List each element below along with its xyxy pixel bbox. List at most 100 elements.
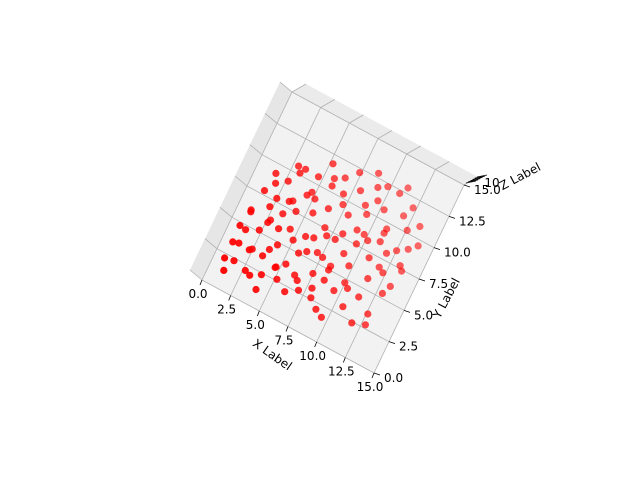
z-tick-mark — [470, 178, 481, 181]
gridline-wall-left — [264, 113, 278, 124]
scatter-point — [295, 249, 303, 257]
scatter-point — [409, 204, 417, 212]
x-tick-mark — [199, 279, 203, 286]
gridline-wall-right — [435, 161, 450, 170]
scatter-point — [396, 262, 404, 270]
scatter-point — [296, 169, 304, 177]
gridline-wall-right — [320, 99, 335, 108]
scatter-point — [382, 249, 391, 257]
gridline-wall-right — [377, 130, 393, 139]
scatter-point — [339, 230, 347, 238]
scatter-point — [272, 263, 280, 271]
z-tick-mark — [472, 177, 483, 180]
scatter-point — [396, 189, 404, 198]
scatter-point — [294, 286, 303, 294]
z-tick-mark — [474, 175, 485, 179]
scatter-point — [361, 201, 369, 209]
y-tick-label: 15.0 — [474, 183, 501, 197]
z-tick-label: 10 — [484, 176, 499, 190]
scatter-point — [361, 321, 369, 329]
scatter-point — [248, 245, 256, 253]
scatter-point — [379, 269, 387, 277]
scatter-point — [319, 253, 327, 261]
y-tick-mark — [463, 184, 471, 188]
scatter-point — [383, 225, 391, 233]
scatter-point — [282, 260, 290, 268]
scatter-point — [220, 266, 228, 274]
scatter-point — [376, 238, 384, 246]
scatter-point — [241, 266, 249, 275]
gridline-y — [276, 122, 450, 217]
scatter-point — [308, 284, 316, 292]
scatter-point — [235, 239, 243, 247]
x-tick-label: 12.5 — [328, 365, 355, 379]
scatter-point — [404, 245, 412, 253]
y-tick-mark — [418, 278, 426, 282]
x-tick-label: 10.0 — [299, 349, 326, 363]
scatter-point — [273, 194, 281, 202]
scatter-point — [257, 271, 265, 279]
scatter-point — [414, 242, 422, 250]
scatter-point — [324, 205, 332, 213]
scatter-point — [328, 182, 336, 190]
scatter-point — [378, 289, 386, 297]
scatter-point — [364, 275, 372, 283]
y-tick-mark — [388, 341, 396, 345]
scatter-point — [348, 319, 356, 327]
y-tick-label: 7.5 — [429, 277, 448, 291]
x-tick-mark — [285, 326, 289, 332]
scatter-point — [309, 209, 317, 217]
scatter-point — [302, 232, 310, 241]
scatter-point — [344, 211, 352, 219]
scatter-point — [375, 169, 383, 177]
scatter-point — [356, 169, 364, 177]
x-tick-label: 15.0 — [357, 380, 384, 394]
scatter-point — [343, 284, 352, 293]
x-tick-label: 5.0 — [246, 318, 265, 332]
scatter-point — [285, 197, 293, 205]
scatter-point — [330, 175, 338, 183]
y-tick-label: 10.0 — [444, 246, 471, 260]
scatter-point — [321, 224, 329, 232]
y-tick-mark — [448, 215, 456, 219]
scatter-point — [375, 263, 383, 271]
scatter-point — [221, 254, 229, 262]
scatter-point — [307, 294, 315, 302]
scatter-point — [400, 212, 408, 220]
scatter-point — [363, 210, 371, 218]
scatter-point — [275, 225, 283, 233]
scatter-point — [309, 269, 317, 278]
scatter-point — [339, 190, 348, 198]
x-tick-mark — [228, 295, 232, 301]
scatter-point — [329, 160, 337, 168]
gridline-wall-left — [249, 144, 263, 155]
y-tick-label: 12.5 — [459, 214, 486, 228]
scatter-point — [340, 250, 348, 258]
scatter-point — [374, 197, 382, 205]
gridline-wall-left — [219, 207, 233, 218]
scatter-point — [293, 276, 301, 285]
y-tick-mark — [373, 372, 381, 376]
x-tick-label: 7.5 — [274, 334, 293, 348]
scatter-point — [339, 303, 347, 311]
y-tick-mark — [403, 309, 411, 313]
scatter-point — [314, 173, 323, 181]
scatter-point — [289, 236, 297, 244]
scatter-point — [303, 248, 311, 256]
scatter-point — [398, 267, 406, 275]
scatter-point — [286, 225, 294, 233]
scatter-point — [331, 235, 339, 243]
scatter-point — [352, 240, 360, 248]
scatter-point — [323, 232, 331, 240]
scatter-point — [403, 226, 411, 234]
scatter-point — [341, 279, 349, 287]
scatter-point — [255, 226, 263, 234]
scatter-point — [360, 230, 368, 239]
scatter-point — [252, 285, 260, 294]
axes-panes — [190, 82, 478, 373]
scatter-point — [404, 184, 412, 192]
scatter-point — [365, 254, 373, 262]
scatter-point — [229, 238, 237, 246]
scatter-point — [265, 245, 273, 254]
scatter-point — [353, 226, 361, 234]
